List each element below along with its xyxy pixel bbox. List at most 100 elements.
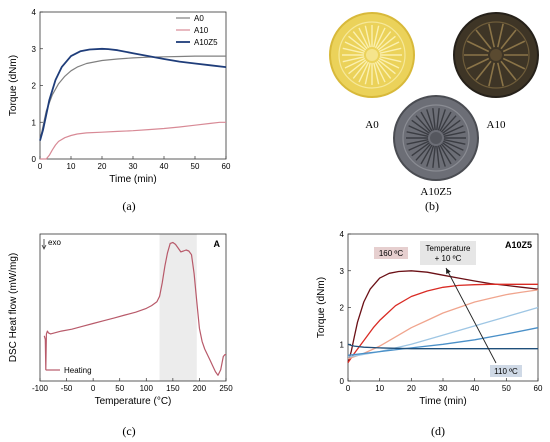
photo-ray [344, 57, 366, 69]
chart-a: 0 10 20 30 40 50 60 0 1 2 3 4 Time (min) Torque (dNm)… [8, 8, 231, 185]
x-tick-label: 40 [160, 162, 169, 171]
photo-ray [443, 131, 466, 138]
chart-c: -100 -50 0 50 100 150 200 250 Temperature (°C) DS… [8, 233, 233, 407]
photo-ray [342, 56, 365, 63]
legend-label: A10 [194, 26, 209, 35]
panel-label-c: (c) [122, 424, 135, 438]
photo-ray [376, 60, 392, 79]
series-line-a10 [40, 121, 226, 160]
photo-label-a10: A10 [487, 119, 506, 131]
series-line-5 [347, 343, 538, 350]
x-axis-label: Temperature (°C) [95, 396, 172, 407]
x-axis-label: Time (min) [109, 174, 156, 185]
sample-photos: A0 A10 A10Z5 [329, 12, 539, 198]
photo-ray [415, 115, 432, 133]
x-tick-label: 50 [115, 384, 124, 393]
photo-ray [437, 145, 446, 167]
photo-a10 [453, 12, 539, 98]
photo-ray [373, 25, 380, 48]
photo-ray [406, 138, 429, 145]
corner-label: A10Z5 [505, 240, 532, 250]
y-tick-label: 4 [32, 8, 37, 17]
photo-label-a10z5: A10Z5 [420, 186, 452, 198]
photo-a0 [329, 12, 415, 98]
y-tick-label: 0 [32, 155, 37, 164]
y-axis-label: Torque (dNm) [316, 277, 327, 338]
photo-ray [420, 111, 433, 132]
photo-ray [502, 57, 526, 70]
photo-ray [439, 144, 452, 165]
photo-label-a0: A0 [365, 119, 379, 131]
label-box-low [490, 365, 522, 377]
annotation-low: 110 ºC [494, 367, 518, 376]
series-line-4 [347, 327, 539, 356]
photo-ray [443, 138, 466, 145]
photo-ray [352, 31, 368, 50]
photo-ray [437, 109, 446, 131]
x-tick-label: 250 [219, 384, 233, 393]
chart-d: 0 10 20 30 40 50 60 0 1 2 3 4 Time (min) Torque (dNm)… [316, 230, 543, 407]
photo-ray [358, 27, 370, 49]
photo-ray [342, 47, 365, 54]
series-line-heating [43, 241, 226, 376]
photo-ray [442, 119, 461, 134]
photo-ray [376, 31, 392, 50]
photo-ray [440, 143, 457, 161]
photo-ray [432, 145, 436, 168]
photo-ray [442, 142, 461, 157]
series-line-a10z5 [39, 47, 227, 141]
x-tick-label: -50 [61, 384, 73, 393]
label-box-high [374, 247, 408, 259]
photo-ray [411, 142, 430, 157]
panel-label-d: (d) [431, 424, 445, 438]
exo-label: exo [48, 238, 61, 247]
photo-ray [466, 57, 490, 70]
photo-ray [364, 62, 371, 85]
x-tick-label: 50 [502, 384, 511, 393]
x-axis-label: Time (min) [419, 396, 466, 407]
photo-ray [475, 60, 492, 81]
photo-ray [436, 145, 440, 168]
y-axis-label: DSC Heat flow (mW/mg) [8, 253, 19, 362]
x-tick-label: 50 [191, 162, 200, 171]
legend-label: A10Z5 [194, 38, 218, 47]
photo-ray [379, 47, 402, 54]
photo-ray [440, 115, 457, 133]
photo-ray [415, 143, 432, 161]
photo-ray [439, 111, 452, 132]
photo-ray [488, 23, 495, 48]
y-tick-label: 3 [32, 45, 37, 54]
legend-label: Heating [64, 366, 92, 375]
x-tick-label: 20 [407, 384, 416, 393]
photo-ray [352, 60, 368, 79]
series-line-2 [347, 289, 539, 360]
exo-arrowhead [41, 244, 47, 250]
photo-ray [500, 29, 517, 50]
photo-ray [373, 62, 380, 85]
x-tick-label: 0 [38, 162, 43, 171]
series-line-1 [347, 283, 538, 363]
panel-label-a: (a) [122, 199, 135, 213]
plot-frame [39, 233, 227, 382]
y-tick-label: 1 [340, 340, 345, 349]
x-tick-label: 10 [67, 162, 76, 171]
x-tick-label: 200 [193, 384, 207, 393]
panel-label-b: (b) [425, 199, 439, 213]
annotation-step-line: + 10 ºC [435, 254, 462, 263]
photo-a10z5 [393, 95, 479, 181]
direction-arrow [445, 267, 497, 364]
x-tick-label: 0 [346, 384, 351, 393]
photo-ray [426, 109, 435, 131]
label-box-step [420, 241, 476, 265]
photo-ray [497, 62, 504, 87]
annotation-high: 160 ºC [379, 249, 403, 258]
x-tick-label: 20 [98, 162, 107, 171]
photo-ray [378, 41, 400, 53]
x-tick-label: -100 [32, 384, 49, 393]
x-tick-label: 40 [470, 384, 479, 393]
photo-ray [420, 144, 433, 165]
photo-ray [411, 119, 430, 134]
photo-ray [443, 125, 464, 136]
y-tick-label: 0 [340, 377, 345, 386]
